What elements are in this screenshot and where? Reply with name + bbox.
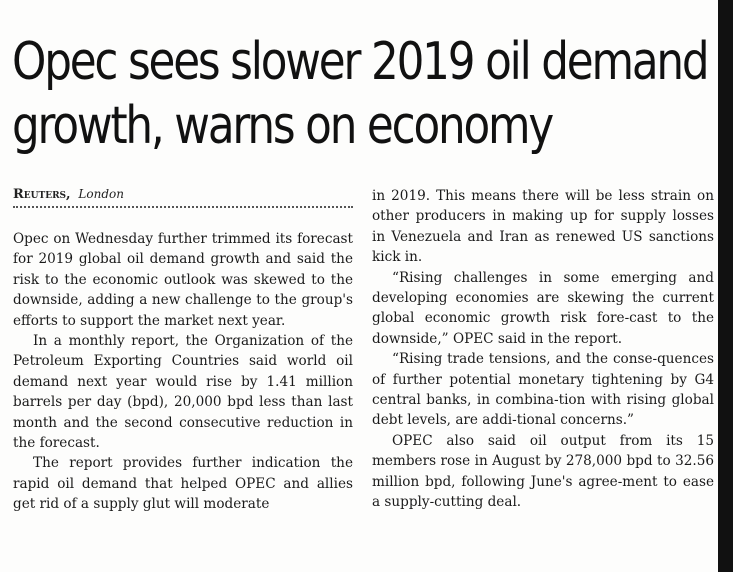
- dotted-divider: [13, 206, 353, 208]
- paragraph-left-1: Opec on Wednesday further trimmed its fo…: [13, 231, 353, 329]
- paragraph-right-1: in 2019. This means there will be less s…: [372, 188, 714, 266]
- article-column-right: in 2019. This means there will be less s…: [372, 186, 714, 513]
- headline-line-2: growth, warns on economy: [12, 96, 554, 156]
- paragraph-left-3: The report provides further indication t…: [13, 455, 353, 513]
- byline: Reuters, London: [13, 187, 124, 202]
- paragraph-right-3: “Rising trade tensions, and the conse-qu…: [372, 351, 714, 429]
- byline-location: London: [78, 187, 124, 201]
- right-edge-bar: [718, 0, 733, 572]
- paragraph-right-4: OPEC also said oil output from its 15 me…: [372, 432, 714, 511]
- headline: Opec sees slower 2019 oil demand growth,…: [12, 30, 710, 158]
- paragraph-left-2: In a monthly report, the Organization of…: [13, 333, 353, 452]
- article-column-left: Opec on Wednesday further trimmed its fo…: [13, 229, 353, 515]
- byline-agency: Reuters,: [13, 187, 71, 202]
- paragraph-right-2: “Rising challenges in some emerging and …: [372, 269, 714, 347]
- headline-line-1: Opec sees slower 2019 oil demand: [12, 32, 710, 92]
